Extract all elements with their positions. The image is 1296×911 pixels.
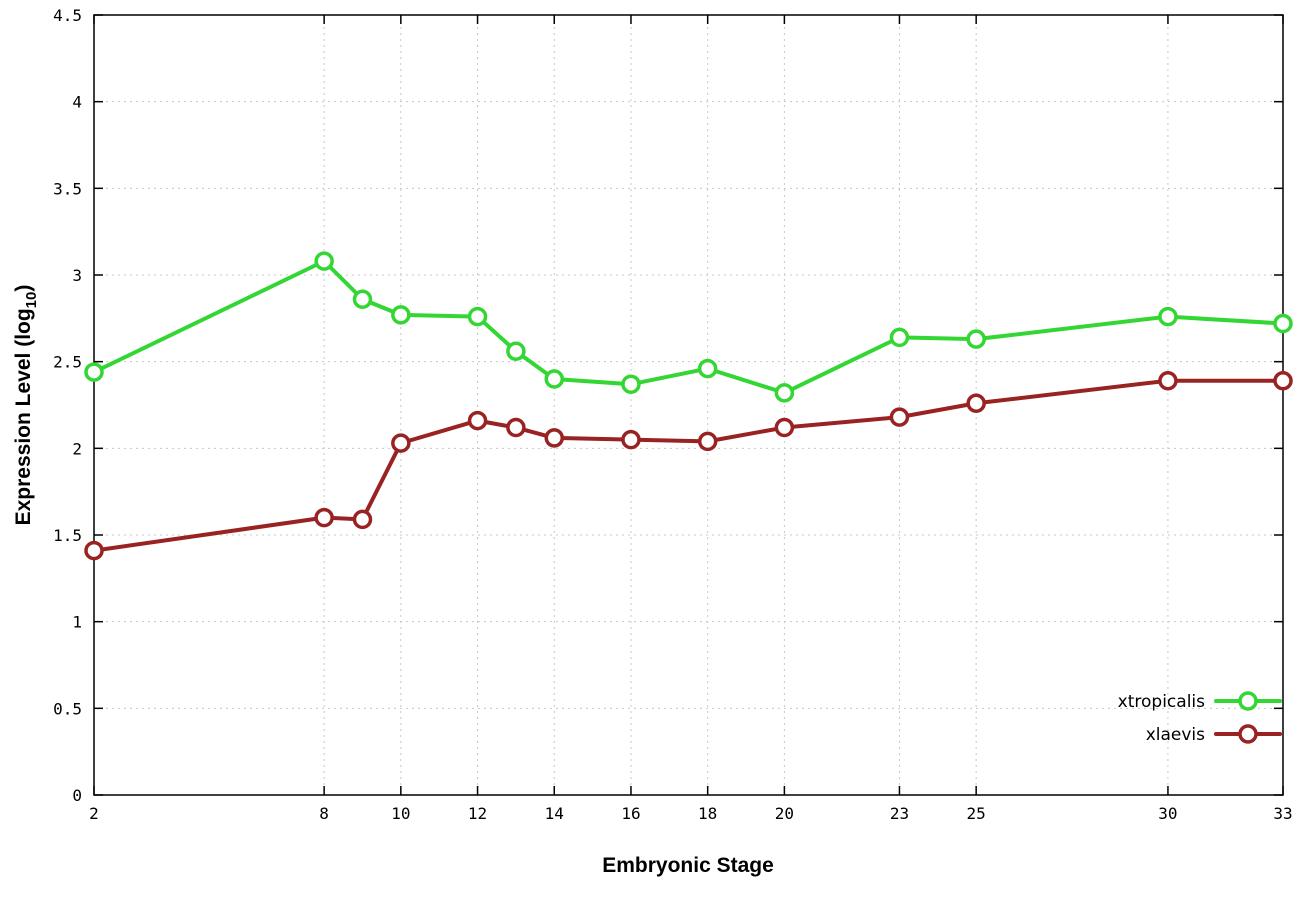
y-tick-label: 0.5 bbox=[53, 699, 82, 718]
data-point-xtropicalis bbox=[84, 362, 104, 382]
data-point-xtropicalis bbox=[544, 369, 565, 389]
y-tick-label: 1.5 bbox=[53, 526, 82, 545]
data-point-xtropicalis bbox=[314, 251, 334, 271]
data-point-xlaevis bbox=[1158, 370, 1178, 391]
axis-tick-labels: 2 8 10 12 14 16 18 20 23 25 30 33 0 0.5 1 1.5 2 2.5 3 3.5 4 4… bbox=[53, 6, 1293, 823]
series-line-xtropicalis bbox=[92, 259, 1285, 395]
data-point-xtropicalis bbox=[506, 341, 526, 362]
y-axis-label-end: ) bbox=[12, 285, 35, 292]
x-axis-label: Embryonic Stage bbox=[602, 854, 774, 877]
y-axis-label-subscript: 10 bbox=[23, 292, 40, 309]
data-point-xtropicalis bbox=[966, 329, 986, 349]
gridlines bbox=[93, 14, 1284, 795]
data-point-xlaevis bbox=[774, 417, 795, 438]
legend-entry-xlaevis: xlaevis bbox=[1146, 724, 1282, 745]
y-axis-label-main: Expression Level (log bbox=[12, 308, 35, 525]
data-point-xlaevis bbox=[889, 407, 910, 427]
data-point-xlaevis bbox=[314, 507, 334, 528]
data-point-xtropicalis bbox=[352, 289, 373, 310]
axis-ticks bbox=[93, 14, 1284, 796]
x-tick-label: 30 bbox=[1158, 804, 1177, 823]
y-tick-label: 1 bbox=[72, 613, 82, 632]
legend-sample-marker bbox=[1238, 724, 1258, 744]
y-tick-label: 3 bbox=[72, 266, 82, 285]
data-point-xtropicalis bbox=[467, 306, 488, 327]
x-tick-label: 10 bbox=[391, 804, 410, 823]
data-point-xlaevis bbox=[697, 431, 718, 452]
series-line-xlaevis bbox=[92, 378, 1285, 553]
plot-border bbox=[93, 14, 1284, 796]
data-point-xtropicalis bbox=[1158, 306, 1178, 327]
data-point-xtropicalis bbox=[391, 305, 411, 325]
data-point-xtropicalis bbox=[1273, 313, 1293, 334]
legend-sample-marker bbox=[1238, 691, 1258, 711]
x-tick-label: 18 bbox=[698, 804, 717, 823]
data-point-xlaevis bbox=[544, 428, 565, 448]
data-point-xlaevis bbox=[352, 509, 373, 530]
x-tick-label: 33 bbox=[1273, 804, 1292, 823]
x-tick-label: 20 bbox=[775, 804, 794, 823]
data-point-xtropicalis bbox=[621, 374, 641, 394]
y-tick-label: 4.5 bbox=[53, 6, 82, 25]
legend-label: xtropicalis bbox=[1118, 692, 1205, 712]
data-series bbox=[84, 251, 1293, 561]
y-tick-label: 4 bbox=[72, 93, 82, 112]
x-tick-label: 25 bbox=[967, 804, 986, 823]
data-point-xtropicalis bbox=[889, 327, 910, 348]
data-point-xlaevis bbox=[84, 540, 104, 561]
data-point-xlaevis bbox=[467, 410, 488, 431]
data-point-xtropicalis bbox=[697, 358, 718, 379]
data-point-xlaevis bbox=[1273, 370, 1293, 391]
x-tick-label: 16 bbox=[621, 804, 640, 823]
y-axis-label: Expression Level (log10) bbox=[12, 285, 40, 526]
data-point-xlaevis bbox=[621, 429, 641, 450]
y-tick-label: 2 bbox=[72, 439, 82, 458]
legend-label: xlaevis bbox=[1146, 725, 1205, 745]
legend-entry-xtropicalis: xtropicalis bbox=[1118, 691, 1282, 712]
x-tick-label: 8 bbox=[319, 804, 329, 823]
data-point-xlaevis bbox=[506, 417, 526, 438]
data-point-xlaevis bbox=[391, 433, 411, 453]
data-point-xtropicalis bbox=[774, 383, 795, 403]
data-point-xlaevis bbox=[966, 393, 986, 414]
x-tick-label: 14 bbox=[545, 804, 564, 823]
y-tick-label: 3.5 bbox=[53, 179, 82, 198]
y-tick-label: 2.5 bbox=[53, 353, 82, 372]
x-tick-label: 23 bbox=[890, 804, 909, 823]
x-tick-label: 12 bbox=[468, 804, 487, 823]
legend: xtropicalis xlaevis bbox=[1118, 691, 1282, 745]
x-tick-label: 2 bbox=[89, 804, 99, 823]
y-tick-label: 0 bbox=[72, 786, 82, 805]
